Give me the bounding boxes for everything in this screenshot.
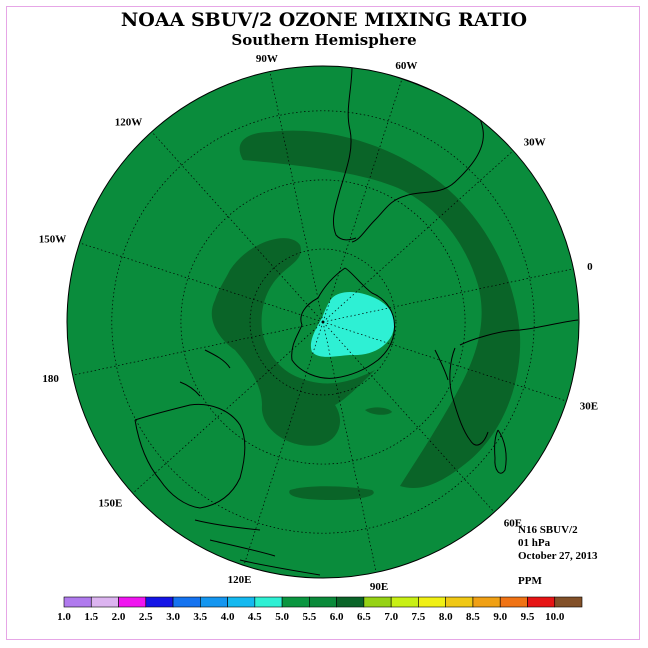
colorbar-box (118, 596, 147, 608)
colorbar-tick-label: 8.5 (466, 611, 480, 623)
coast-new-zealand (179, 349, 231, 397)
colorbar-box (363, 596, 392, 608)
colorbar-tick-label: 7.0 (384, 611, 398, 623)
colorbar-tick-label: 4.0 (221, 611, 235, 623)
colorbar-box (200, 596, 228, 608)
latitude-circle (180, 179, 466, 465)
meridian-line (322, 78, 403, 323)
colorbar-box (527, 596, 556, 608)
meridian-line (243, 321, 324, 566)
colorbar-tick-label: 6.5 (357, 611, 371, 623)
latitude-circle (249, 248, 397, 396)
meridian-line (72, 321, 324, 376)
longitude-label: 60E (504, 518, 522, 530)
colorbar-tick-label: 5.5 (303, 611, 317, 623)
ozone-band-high-patch (365, 407, 392, 415)
colorbar-tick-label: 3.5 (193, 611, 207, 623)
longitude-label: 60W (395, 60, 417, 72)
info-panel: N16 SBUV/2 01 hPa October 27, 2013 PPM (518, 524, 598, 588)
coast-indonesia (194, 519, 321, 576)
longitude-label: 30E (580, 400, 598, 412)
colorbar-box (445, 596, 474, 608)
coast-australia (134, 403, 246, 509)
longitude-label: 150W (39, 234, 67, 246)
colorbar-tick-label: 6.0 (330, 611, 344, 623)
colorbar-tick-label: 9.0 (493, 611, 507, 623)
instrument-label: N16 SBUV/2 (518, 524, 578, 536)
colorbar-box (254, 596, 283, 608)
colorbar-box (418, 596, 446, 608)
colorbar-tick-label: 10.0 (545, 611, 565, 623)
colorbar-tick-label: 2.0 (112, 611, 126, 623)
colorbar-box (63, 596, 92, 608)
colorbar-box (336, 596, 365, 608)
colorbar-box (172, 596, 201, 608)
coast-africa (434, 319, 579, 446)
units-label: PPM (518, 575, 542, 587)
colorbar-box (281, 596, 310, 608)
colorbar-tick-label: 1.0 (57, 611, 71, 623)
ozone-band-high (211, 130, 521, 489)
longitude-label: 90W (256, 53, 278, 65)
colorbar-box (145, 596, 174, 608)
map-title: NOAA SBUV/2 OZONE MIXING RATIO (120, 9, 528, 31)
plot-frame (6, 6, 640, 640)
map-subtitle: Southern Hemisphere (231, 31, 417, 49)
meridian-line (151, 131, 324, 323)
ozone-band-high-small (289, 486, 374, 500)
meridian-line (322, 268, 574, 323)
graticule (72, 71, 574, 573)
pressure-level-label: 01 hPa (518, 537, 551, 549)
longitude-label: 90E (370, 581, 388, 593)
ozone-low-region (310, 292, 395, 357)
colorbar-tick-label: 5.0 (275, 611, 289, 623)
meridian-line (322, 321, 567, 402)
colorbar-box (390, 596, 419, 608)
longitude-label: 150E (99, 498, 123, 510)
colorbar-box (554, 596, 583, 608)
latitude-circle (111, 110, 535, 534)
meridian-line (269, 71, 324, 323)
meridian-line (322, 321, 495, 513)
meridian-line (132, 321, 324, 494)
longitude-label: 120E (228, 574, 252, 586)
colorbar-tick-label: 1.5 (84, 611, 98, 623)
coast-antarctica (291, 267, 395, 379)
longitude-label: 120W (115, 116, 143, 128)
colorbar-box (499, 596, 528, 608)
colorbar-box (309, 596, 337, 608)
colorbar-box (90, 596, 119, 608)
longitude-label: 30W (524, 136, 546, 148)
colorbar-tick-label: 9.5 (521, 611, 535, 623)
longitude-label: 180 (42, 373, 59, 385)
colorbar-tick-label: 8.0 (439, 611, 453, 623)
colorbar-tick-label: 4.5 (248, 611, 262, 623)
colorbar-tick-label: 2.5 (139, 611, 153, 623)
colorbar-box (227, 596, 256, 608)
meridian-line (79, 242, 324, 323)
longitude-label: 0 (587, 261, 593, 273)
colorbar-tick-label: 3.0 (166, 611, 180, 623)
meridian-line (322, 321, 377, 573)
coast-madagascar (494, 429, 507, 474)
meridian-line (322, 150, 514, 323)
date-label: October 27, 2013 (518, 550, 598, 562)
colorbar-box (472, 596, 501, 608)
colorbar-tick-label: 7.5 (412, 611, 426, 623)
